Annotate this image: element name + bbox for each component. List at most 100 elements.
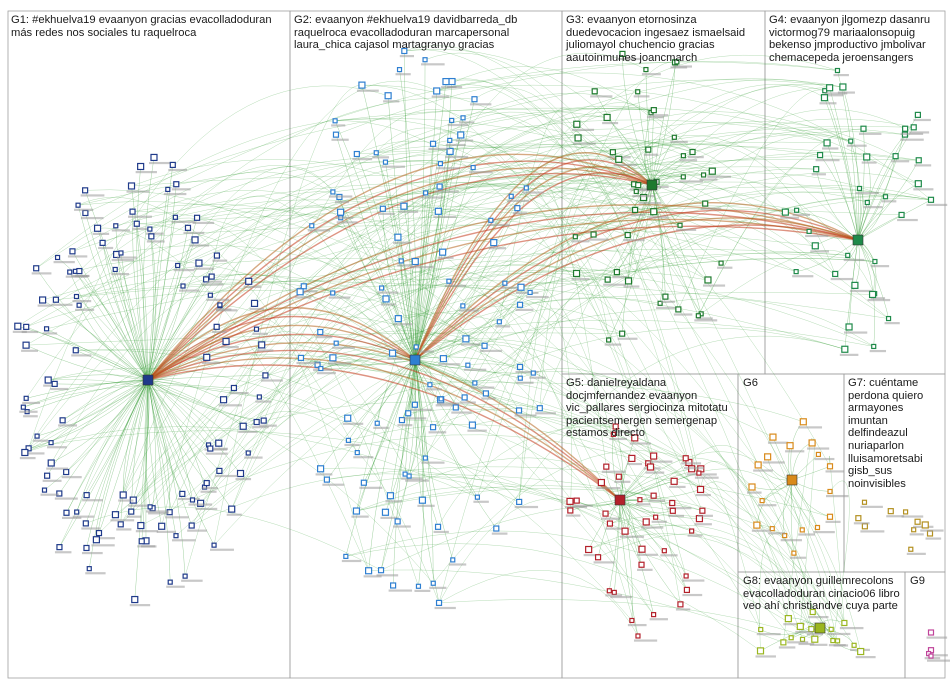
node-label-mark bbox=[218, 404, 242, 407]
cross-edge bbox=[404, 49, 803, 640]
node-g5 bbox=[567, 507, 574, 514]
edge bbox=[403, 206, 416, 361]
node-label-mark bbox=[200, 490, 217, 493]
edge bbox=[651, 184, 664, 304]
node-label-mark bbox=[435, 190, 459, 193]
node-label-mark bbox=[392, 241, 412, 244]
cross-edge bbox=[211, 195, 312, 277]
cross-edge bbox=[152, 260, 577, 509]
node-g2 bbox=[429, 424, 437, 431]
node-g1 bbox=[256, 394, 262, 400]
edge bbox=[79, 270, 149, 381]
group-label-g8: G8: evaanyon guillemrecolons evacolladod… bbox=[743, 575, 900, 613]
node-g5 bbox=[606, 520, 614, 527]
node-g2 bbox=[365, 567, 373, 575]
node-g1 bbox=[63, 468, 70, 476]
node-g3 bbox=[619, 330, 626, 337]
node-g2 bbox=[332, 118, 338, 124]
edge bbox=[136, 223, 149, 381]
edge bbox=[857, 183, 919, 241]
edge bbox=[147, 375, 266, 381]
edge bbox=[619, 499, 654, 615]
node-label-mark bbox=[212, 259, 228, 262]
node-g4 bbox=[816, 151, 824, 159]
edge bbox=[651, 184, 709, 281]
node-g2 bbox=[472, 380, 478, 386]
node-label-mark bbox=[839, 353, 859, 356]
edge bbox=[819, 154, 859, 241]
node-label-mark bbox=[825, 520, 841, 523]
node-g3 bbox=[624, 277, 633, 285]
node-g1 bbox=[203, 479, 210, 487]
edge bbox=[147, 379, 232, 510]
node-label-mark bbox=[819, 102, 837, 105]
node-label-mark bbox=[252, 332, 268, 335]
node-label-mark bbox=[927, 659, 950, 662]
cross-edge bbox=[177, 141, 828, 266]
node-g2 bbox=[430, 580, 436, 586]
node-label-mark bbox=[470, 386, 495, 389]
node-label-mark bbox=[397, 264, 413, 267]
node-label-mark bbox=[589, 238, 609, 241]
cross-edge bbox=[356, 146, 649, 155]
node-g2 bbox=[382, 159, 389, 165]
node-g2 bbox=[427, 382, 433, 388]
cross-edge bbox=[404, 49, 657, 182]
cross-edge bbox=[439, 181, 629, 282]
node-label-mark bbox=[393, 525, 411, 528]
node-label-mark bbox=[855, 191, 879, 195]
cross-edge bbox=[653, 171, 919, 212]
cross-edge bbox=[472, 254, 722, 426]
node-label-mark bbox=[491, 532, 508, 535]
node-g4 bbox=[834, 67, 841, 74]
node-label-mark bbox=[780, 539, 802, 542]
edge bbox=[326, 359, 416, 480]
edge bbox=[408, 359, 420, 477]
node-label-mark bbox=[417, 504, 435, 507]
node-g1 bbox=[41, 487, 48, 493]
node-g1 bbox=[150, 153, 158, 162]
node-label-mark bbox=[210, 548, 234, 551]
node-label-mark bbox=[33, 439, 49, 442]
node-g2 bbox=[329, 354, 337, 362]
cross-edge bbox=[636, 128, 905, 192]
node-g2 bbox=[388, 349, 397, 357]
edge bbox=[414, 90, 437, 361]
node-g2 bbox=[336, 208, 345, 216]
cross-edge bbox=[123, 272, 608, 496]
node-label-mark bbox=[171, 188, 191, 191]
edge bbox=[75, 271, 149, 381]
node-label-mark bbox=[746, 491, 762, 494]
cross-edge bbox=[300, 284, 845, 350]
node-g1 bbox=[56, 490, 63, 497]
group-label-g4: G4: evaanyon jlgomezp dasanru victormog7… bbox=[769, 14, 931, 64]
node-g2 bbox=[474, 494, 481, 500]
node-label-mark bbox=[687, 534, 703, 537]
node-g3 bbox=[635, 182, 642, 189]
cross-edge bbox=[182, 217, 594, 287]
cross-edge bbox=[648, 144, 836, 275]
node-label-mark bbox=[47, 446, 67, 449]
edge bbox=[147, 379, 241, 474]
cross-edge bbox=[462, 132, 828, 307]
cross-edge bbox=[674, 135, 876, 262]
node-label-mark bbox=[571, 128, 595, 131]
node-g3 bbox=[689, 148, 696, 156]
cross-edge bbox=[340, 217, 626, 532]
cross-edge bbox=[700, 481, 789, 619]
node-label-mark bbox=[51, 303, 73, 306]
node-label-mark bbox=[858, 132, 882, 135]
edge bbox=[819, 627, 861, 652]
node-label-mark bbox=[826, 494, 849, 498]
node-g2 bbox=[381, 508, 390, 516]
node-label-mark bbox=[74, 208, 94, 211]
node-g6 bbox=[791, 550, 797, 556]
node-label-mark bbox=[565, 514, 581, 517]
edge bbox=[609, 499, 621, 591]
edge bbox=[594, 91, 653, 186]
node-g3 bbox=[633, 188, 639, 195]
edge bbox=[147, 379, 209, 446]
node-label-mark bbox=[195, 507, 218, 511]
node-label-mark bbox=[886, 515, 905, 518]
cross-edge bbox=[474, 87, 701, 490]
